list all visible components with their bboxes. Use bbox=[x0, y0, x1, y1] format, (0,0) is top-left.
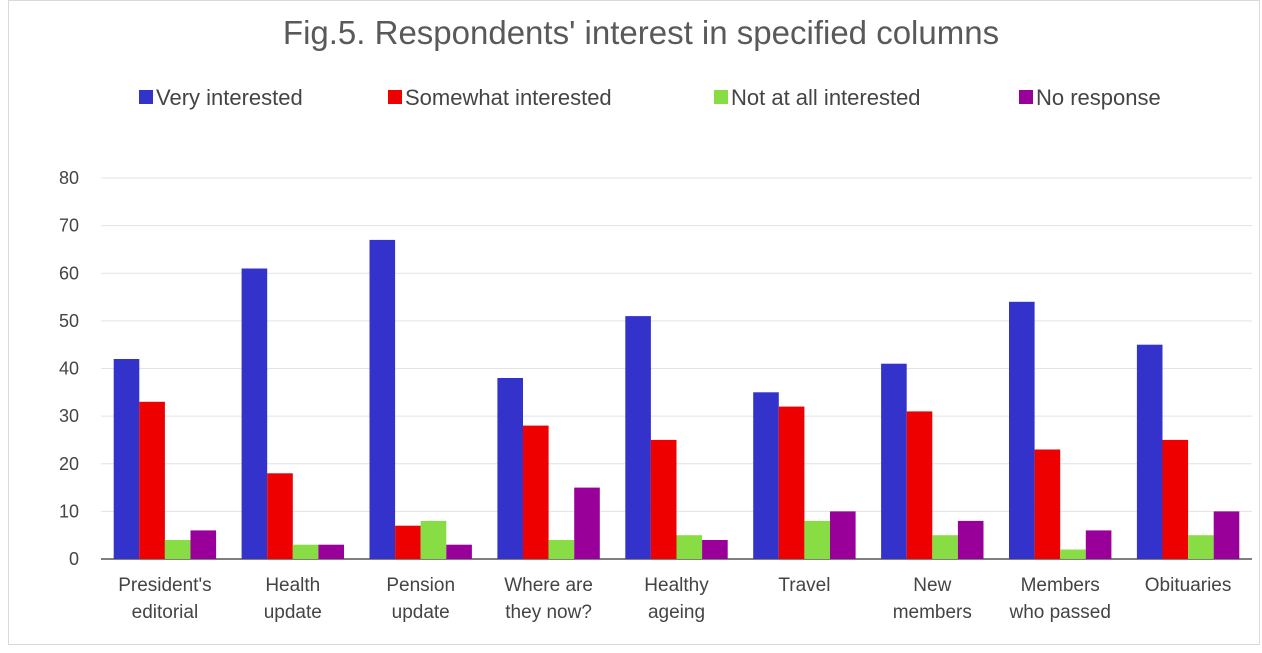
x-category-label: New bbox=[913, 575, 951, 596]
bar-no-response bbox=[1213, 511, 1240, 559]
bar-no-response bbox=[702, 540, 728, 559]
chart-title: Fig.5. Respondents' interest in specifie… bbox=[283, 14, 999, 51]
bar-not-at-all-interested bbox=[676, 535, 703, 559]
bars bbox=[113, 239, 1240, 559]
legend-label: Somewhat interested bbox=[405, 85, 612, 110]
x-category-label: ageing bbox=[648, 602, 705, 623]
y-tick-label: 70 bbox=[59, 216, 79, 236]
bar-somewhat-interested bbox=[906, 411, 933, 559]
x-category-label: Members bbox=[1021, 575, 1100, 596]
x-category-label: editorial bbox=[132, 602, 199, 623]
x-category-label: Obituaries bbox=[1145, 575, 1232, 596]
gridlines bbox=[101, 177, 1252, 560]
bar-not-at-all-interested bbox=[804, 520, 830, 559]
bar-somewhat-interested bbox=[1162, 439, 1189, 559]
x-category-label: Travel bbox=[778, 575, 830, 596]
bar-no-response bbox=[190, 530, 217, 559]
bar-not-at-all-interested bbox=[1188, 535, 1214, 559]
bar-somewhat-interested bbox=[395, 525, 421, 559]
bar-very-interested bbox=[369, 239, 396, 559]
bar-not-at-all-interested bbox=[548, 540, 575, 559]
bar-no-response bbox=[574, 487, 600, 559]
bar-somewhat-interested bbox=[778, 406, 805, 559]
bar-very-interested bbox=[881, 363, 907, 559]
bar-no-response bbox=[446, 544, 472, 559]
bar-not-at-all-interested bbox=[164, 540, 191, 559]
x-category-label: Where are bbox=[504, 575, 593, 596]
x-category-label: update bbox=[264, 602, 322, 623]
bar-somewhat-interested bbox=[523, 425, 549, 559]
y-tick-label: 10 bbox=[59, 501, 79, 521]
legend-label: Very interested bbox=[156, 85, 303, 110]
legend-swatch bbox=[1019, 90, 1033, 104]
x-category-label: members bbox=[893, 602, 972, 623]
y-tick-label: 50 bbox=[59, 311, 79, 331]
bar-somewhat-interested bbox=[139, 401, 165, 559]
legend-swatch bbox=[388, 90, 402, 104]
y-axis: 0 10 20 30 40 50 60 70 80 bbox=[59, 168, 79, 569]
x-category-label: Health bbox=[265, 575, 320, 596]
bar-very-interested bbox=[241, 268, 268, 559]
bar-not-at-all-interested bbox=[292, 544, 319, 559]
bar-very-interested bbox=[497, 378, 523, 559]
bar-very-interested bbox=[1136, 344, 1163, 559]
x-category-label: President's bbox=[118, 575, 211, 596]
y-tick-label: 40 bbox=[59, 359, 79, 379]
y-tick-label: 60 bbox=[59, 263, 79, 283]
bar-somewhat-interested bbox=[267, 473, 293, 559]
x-category-label: update bbox=[392, 602, 450, 623]
bar-very-interested bbox=[113, 359, 140, 559]
bar-somewhat-interested bbox=[650, 439, 677, 559]
y-tick-label: 20 bbox=[59, 454, 79, 474]
legend: Very interested Somewhat interested Not at… bbox=[139, 85, 1161, 110]
y-tick-label: 0 bbox=[69, 549, 79, 569]
x-axis: President's editorial Health update Pension u… bbox=[118, 575, 1231, 623]
bar-somewhat-interested bbox=[1034, 449, 1061, 559]
bar-no-response bbox=[1085, 530, 1112, 559]
bar-very-interested bbox=[1009, 301, 1035, 559]
bar-not-at-all-interested bbox=[420, 520, 447, 559]
x-category-label: Healthy bbox=[644, 575, 709, 596]
bar-very-interested bbox=[625, 316, 651, 559]
chart-frame: Fig.5. Respondents' interest in specifie… bbox=[8, 0, 1260, 645]
bar-no-response bbox=[830, 511, 856, 559]
x-category-label: they now? bbox=[505, 602, 592, 623]
bar-not-at-all-interested bbox=[932, 535, 958, 559]
x-category-label: who passed bbox=[1008, 602, 1110, 623]
legend-label: No response bbox=[1036, 85, 1161, 110]
legend-swatch bbox=[714, 90, 728, 104]
bar-no-response bbox=[957, 520, 984, 559]
legend-swatch bbox=[139, 90, 153, 104]
bar-chart: Fig.5. Respondents' interest in specifie… bbox=[59, 14, 1252, 623]
y-tick-label: 80 bbox=[59, 168, 79, 188]
legend-label: Not at all interested bbox=[731, 85, 921, 110]
bar-no-response bbox=[318, 544, 344, 559]
bar-very-interested bbox=[753, 392, 779, 559]
bar-not-at-all-interested bbox=[1060, 549, 1086, 559]
x-category-label: Pension bbox=[386, 575, 455, 596]
y-tick-label: 30 bbox=[59, 406, 79, 426]
